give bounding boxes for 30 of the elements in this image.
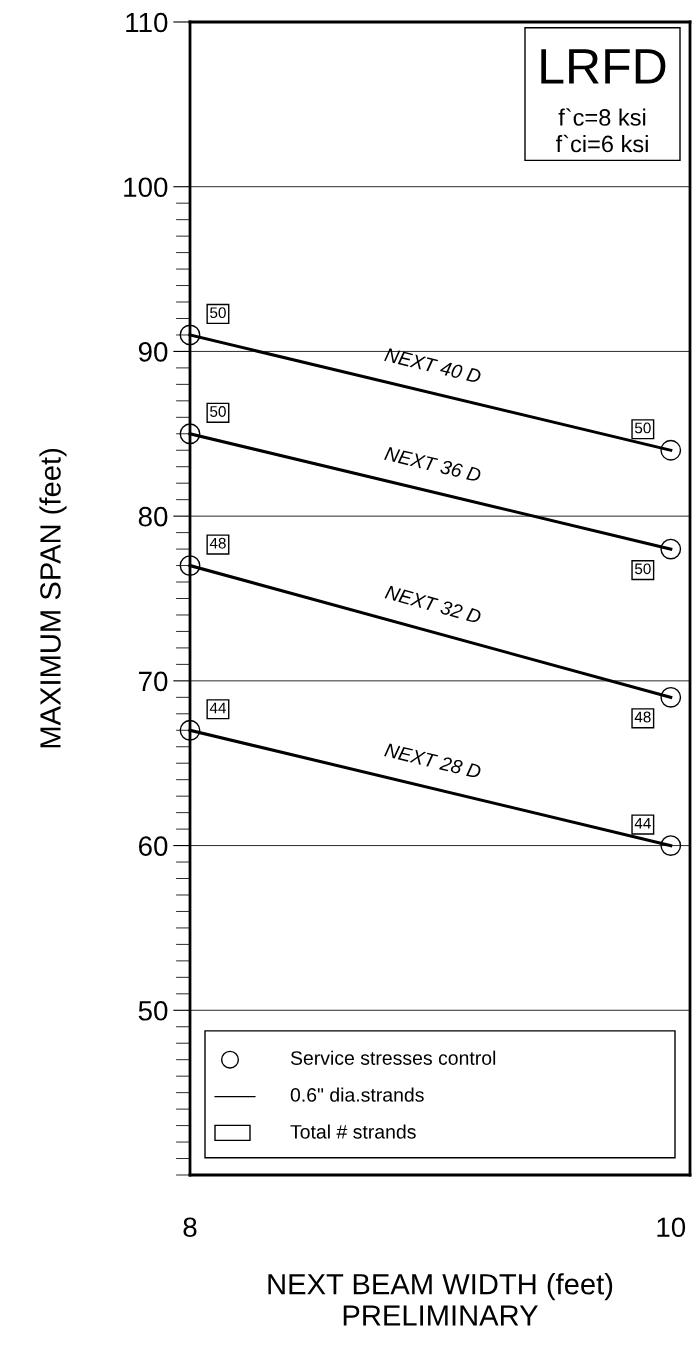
annotation: f`ci=6 ksi xyxy=(555,134,648,153)
x-tick-label: 8 xyxy=(183,1217,197,1238)
y-tick-label: 90 xyxy=(138,342,168,362)
annotation: 44 xyxy=(209,702,226,714)
y-tick-label: 70 xyxy=(139,671,168,692)
annotation: Service stresses control xyxy=(290,1050,496,1065)
y-tick-label: 60 xyxy=(138,836,168,856)
y-tick-label: 100 xyxy=(124,177,168,198)
annotation: 0.6" dia.strands xyxy=(290,1087,424,1102)
y-tick-label: 50 xyxy=(138,1000,168,1021)
x-tick-label: 10 xyxy=(657,1217,686,1238)
annotation: 50 xyxy=(210,307,226,319)
text: NEXT 36 D xyxy=(384,446,482,483)
annotation: f`c=8 ksi xyxy=(558,108,646,126)
y-tick-label: 110 xyxy=(126,12,168,33)
text: PRELIMINARY xyxy=(343,1305,538,1326)
annotation: 44 xyxy=(634,818,651,829)
y-tick-label: 80 xyxy=(138,506,168,527)
text: NEXT 28 D xyxy=(384,742,482,779)
annotation: Total # strands xyxy=(290,1124,416,1139)
annotation: 50 xyxy=(634,422,651,434)
y-axis-title: MAXIMUM SPAN (feet) xyxy=(39,449,67,748)
text: NEXT 40 D xyxy=(384,347,482,384)
annotation: 50 xyxy=(634,563,651,575)
annotation: 48 xyxy=(634,711,651,723)
annotation: LRFD xyxy=(541,49,666,84)
annotation: 50 xyxy=(210,406,226,417)
text: NEXT 32 D xyxy=(384,584,482,624)
x-axis-title: NEXT BEAM WIDTH (feet) xyxy=(268,1273,613,1301)
annotation: 48 xyxy=(209,537,226,549)
